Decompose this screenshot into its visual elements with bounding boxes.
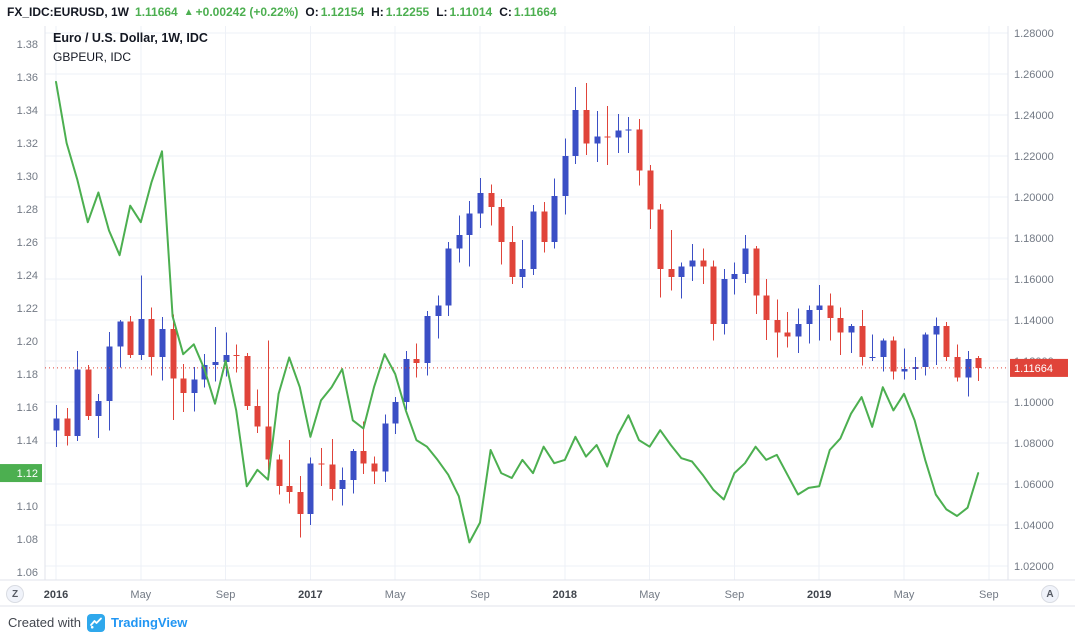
change-arrow-icon: ▲ — [183, 6, 194, 18]
overlay-price-badge: 1.12 — [0, 464, 42, 483]
svg-text:1.26: 1.26 — [17, 237, 38, 249]
svg-text:May: May — [130, 589, 151, 601]
close-value: 1.11664 — [513, 5, 557, 19]
svg-text:1.32: 1.32 — [17, 138, 38, 150]
attribution-bar: Created with TradingView — [0, 607, 1075, 638]
svg-text:1.08: 1.08 — [17, 534, 38, 546]
svg-text:Sep: Sep — [979, 589, 999, 601]
svg-text:1.10000: 1.10000 — [1014, 397, 1054, 409]
svg-text:1.24: 1.24 — [17, 270, 38, 282]
chart-legend: Euro / U.S. Dollar, 1W, IDC GBPEUR, IDC — [53, 31, 208, 64]
chart-svg[interactable]: 1.020001.040001.060001.080001.100001.120… — [0, 0, 1075, 607]
svg-text:May: May — [894, 589, 915, 601]
symbol-info-bar: FX_IDC:EURUSD, 1W 1.11664 ▲ +0.00242 (+0… — [0, 0, 1075, 24]
svg-text:1.28: 1.28 — [17, 204, 38, 216]
high-value: 1.12255 — [385, 5, 430, 19]
svg-text:Sep: Sep — [216, 589, 236, 601]
svg-text:1.11664: 1.11664 — [1014, 363, 1053, 375]
svg-text:2017: 2017 — [298, 589, 322, 601]
svg-text:Sep: Sep — [470, 589, 490, 601]
tradingview-logo-icon — [86, 613, 105, 632]
low-label: L: — [436, 5, 448, 19]
svg-text:1.28000: 1.28000 — [1014, 28, 1054, 40]
svg-text:1.10: 1.10 — [17, 501, 38, 513]
svg-text:1.06: 1.06 — [17, 567, 38, 579]
svg-text:1.34: 1.34 — [17, 105, 38, 117]
svg-text:1.20000: 1.20000 — [1014, 192, 1054, 204]
svg-text:1.06000: 1.06000 — [1014, 479, 1054, 491]
svg-text:1.18: 1.18 — [17, 369, 38, 381]
open-label: O: — [305, 5, 319, 19]
open-value: 1.12154 — [320, 5, 365, 19]
svg-text:1.16000: 1.16000 — [1014, 274, 1054, 286]
svg-text:1.30: 1.30 — [17, 171, 38, 183]
symbol-title[interactable]: FX_IDC:EURUSD, 1W — [7, 5, 130, 19]
svg-text:1.20: 1.20 — [17, 336, 38, 348]
legend-overlay-series[interactable]: GBPEUR, IDC — [53, 50, 132, 64]
right-price-axis[interactable]: 1.020001.040001.060001.080001.100001.120… — [1014, 28, 1054, 573]
last-price: 1.11664 — [135, 5, 178, 19]
svg-text:1.02000: 1.02000 — [1014, 561, 1054, 573]
created-with-label: Created with — [8, 615, 81, 630]
auto-scale-button[interactable]: A — [1041, 585, 1059, 603]
svg-text:2018: 2018 — [553, 589, 577, 601]
price-change: +0.00242 (+0.22%) — [195, 5, 299, 19]
pane-borders — [0, 26, 1075, 607]
svg-text:1.08000: 1.08000 — [1014, 438, 1054, 450]
svg-text:1.16: 1.16 — [17, 402, 38, 414]
candlestick-series[interactable] — [53, 83, 982, 538]
svg-text:May: May — [385, 589, 406, 601]
legend-main-series[interactable]: Euro / U.S. Dollar, 1W, IDC — [53, 31, 208, 45]
time-axis[interactable]: 2016 May Sep 2017 May Sep 2018 May Sep 2019 May Sep — [44, 589, 999, 601]
low-value: 1.11014 — [449, 5, 493, 19]
svg-text:1.22: 1.22 — [17, 303, 38, 315]
left-price-axis[interactable]: 1.06 1.08 1.10 1.12 1.14 1.16 1.18 1.20 1.22 1.24… — [17, 39, 38, 579]
svg-text:Sep: Sep — [725, 589, 745, 601]
grid-lines — [45, 26, 1008, 580]
svg-text:2019: 2019 — [807, 589, 831, 601]
tradingview-brand-link[interactable]: TradingView — [110, 615, 188, 630]
svg-text:1.38: 1.38 — [17, 39, 38, 51]
gbpeur-line-series[interactable] — [55, 80, 980, 544]
svg-text:1.18000: 1.18000 — [1014, 233, 1054, 245]
svg-text:1.26000: 1.26000 — [1014, 69, 1054, 81]
close-label: C: — [499, 5, 512, 19]
svg-text:1.14000: 1.14000 — [1014, 315, 1054, 327]
last-price-badge: 1.11664 — [1010, 358, 1068, 377]
svg-text:1.14: 1.14 — [17, 435, 38, 447]
svg-text:1.12: 1.12 — [17, 468, 38, 480]
svg-text:2016: 2016 — [44, 589, 68, 601]
svg-text:1.22000: 1.22000 — [1014, 151, 1054, 163]
high-label: H: — [371, 5, 384, 19]
svg-text:1.04000: 1.04000 — [1014, 520, 1054, 532]
svg-text:1.36: 1.36 — [17, 72, 38, 84]
zoom-out-button[interactable]: Z — [6, 585, 24, 603]
svg-text:May: May — [639, 589, 660, 601]
svg-text:1.24000: 1.24000 — [1014, 110, 1054, 122]
